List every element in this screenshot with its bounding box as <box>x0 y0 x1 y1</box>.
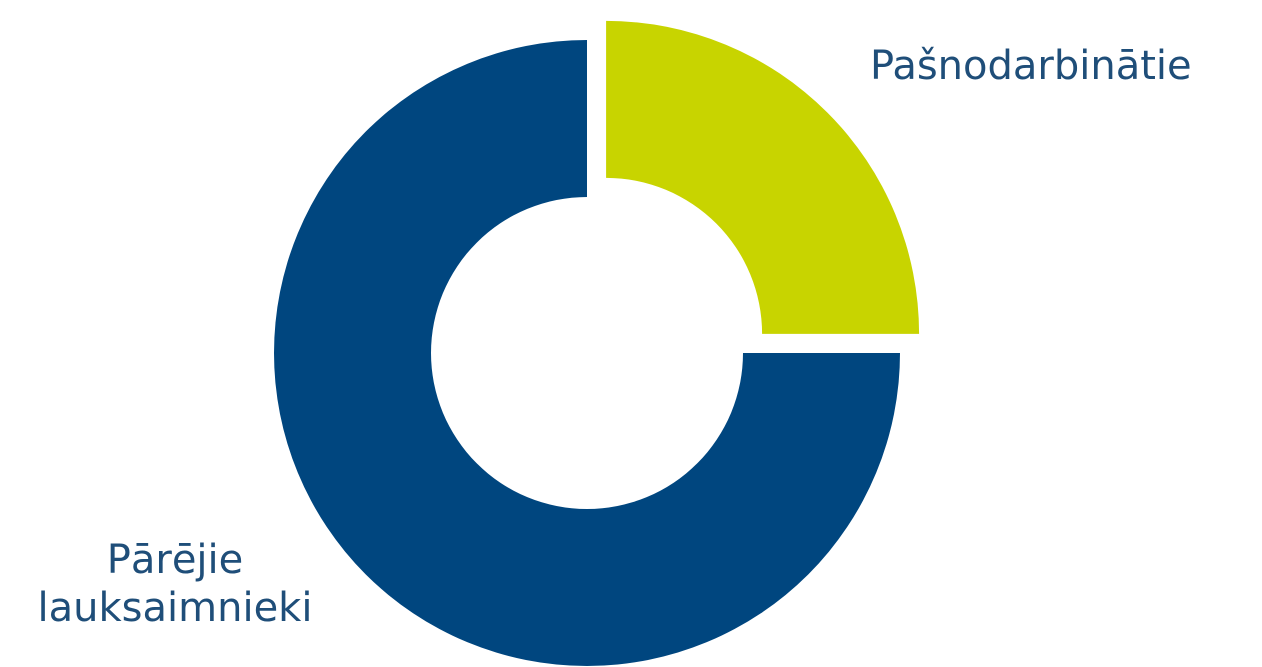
donut-slice-2 <box>274 40 900 666</box>
slice-label-parejie-lauksaimnieki: Pārējie lauksaimnieki <box>20 536 330 632</box>
slice-label-line-1: Pārējie <box>106 537 244 583</box>
slice-label-line-2: lauksaimnieki <box>37 585 313 631</box>
donut-slice-1 <box>606 20 920 334</box>
slice-label-pasnodarbinatie: Pašnodarbinātie <box>870 43 1192 89</box>
